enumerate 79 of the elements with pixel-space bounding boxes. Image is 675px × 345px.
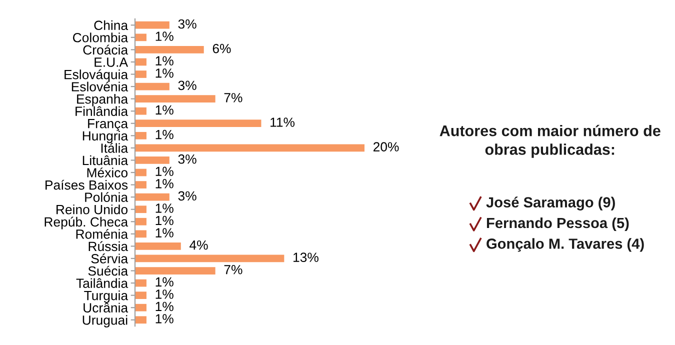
bar bbox=[135, 82, 170, 90]
data-label: 1% bbox=[156, 56, 174, 66]
text: Gonçalo M. Tavares (4) bbox=[486, 238, 644, 252]
y-tick-label: E.U.A bbox=[94, 58, 128, 67]
bar bbox=[135, 230, 146, 238]
data-label: 1% bbox=[156, 166, 174, 176]
data-label: 3% bbox=[178, 19, 196, 29]
data-label: 1% bbox=[156, 314, 174, 324]
bar bbox=[135, 304, 146, 312]
bar bbox=[135, 242, 181, 250]
bar bbox=[135, 168, 146, 176]
bar bbox=[135, 206, 146, 214]
data-label: 20% bbox=[373, 142, 399, 152]
y-tick-label: Uruguai bbox=[82, 315, 128, 328]
y-tick-label: Roménia bbox=[76, 228, 128, 239]
y-tick-label: Itália bbox=[101, 143, 128, 153]
y-tick-label: Polónia bbox=[85, 192, 128, 202]
y-tick-label: Sérvia bbox=[91, 254, 128, 264]
data-label: 1% bbox=[156, 216, 174, 226]
data-label: 1% bbox=[156, 204, 174, 213]
bar bbox=[135, 132, 146, 140]
bar bbox=[135, 70, 146, 78]
data-label: 3% bbox=[178, 80, 196, 90]
y-tick-label: Tailândia bbox=[76, 278, 128, 288]
data-label: 1% bbox=[156, 290, 174, 299]
bar bbox=[135, 21, 170, 29]
data-label: 6% bbox=[212, 44, 231, 54]
y-tick-label: Croácia bbox=[83, 44, 128, 55]
bar bbox=[135, 34, 146, 42]
data-label: 1% bbox=[156, 179, 174, 188]
bar bbox=[135, 58, 146, 66]
data-label: 11% bbox=[270, 118, 295, 127]
text: José Saramago (9) bbox=[486, 196, 615, 210]
y-tick-label: Hungria bbox=[82, 130, 128, 144]
y-tick-label: Suécia bbox=[88, 266, 128, 276]
data-label: 1% bbox=[156, 105, 174, 115]
y-tick-label: Reino Unido bbox=[56, 204, 128, 214]
bar bbox=[135, 107, 146, 115]
bar bbox=[135, 156, 170, 164]
bar bbox=[135, 120, 262, 128]
bar bbox=[135, 292, 146, 300]
bar bbox=[135, 181, 146, 188]
bar bbox=[135, 95, 216, 102]
bar bbox=[135, 144, 364, 152]
y-tick-label: China bbox=[94, 20, 128, 30]
data-label: 7% bbox=[224, 93, 242, 102]
bar bbox=[135, 316, 146, 324]
y-tick-label: Rússia bbox=[88, 241, 128, 252]
bar bbox=[135, 267, 216, 274]
bar bbox=[135, 218, 146, 226]
y-tick-label: Finlândia bbox=[76, 106, 128, 116]
data-label: 3% bbox=[178, 154, 196, 164]
y-tick-label: Lituânia bbox=[82, 155, 128, 166]
y-tick-label: Ucrânia bbox=[84, 302, 128, 313]
y-tick-label: Eslovénia bbox=[72, 82, 128, 92]
data-label: 1% bbox=[156, 130, 174, 140]
y-tick-label: Turguia bbox=[84, 290, 128, 303]
y-tick-label: Espanha bbox=[77, 94, 128, 106]
data-label: 1% bbox=[156, 68, 174, 78]
data-label: 1% bbox=[156, 277, 174, 287]
y-tick-label: Eslováquia bbox=[64, 69, 128, 82]
data-label: 13% bbox=[294, 252, 318, 262]
bar bbox=[135, 254, 284, 262]
data-label: 1% bbox=[156, 302, 174, 312]
y-tick-label: México bbox=[87, 168, 128, 178]
y-tick-label: Países Baixos bbox=[46, 180, 128, 190]
data-label: 7% bbox=[224, 265, 242, 274]
data-label: 4% bbox=[190, 240, 208, 250]
y-tick-label: Repúb. Checa bbox=[44, 216, 128, 230]
text: Fernando Pessoa (5) bbox=[486, 217, 629, 232]
data-label: 1% bbox=[156, 228, 174, 238]
data-label: 3% bbox=[178, 191, 196, 201]
bar bbox=[135, 279, 146, 287]
data-label: 1% bbox=[156, 32, 174, 41]
bar bbox=[135, 193, 170, 201]
text: Autores com maior número de obras publicadas: bbox=[440, 124, 660, 158]
y-tick-label: Colombia bbox=[72, 32, 128, 42]
y-tick-label: França bbox=[88, 119, 128, 131]
bar bbox=[135, 46, 204, 54]
